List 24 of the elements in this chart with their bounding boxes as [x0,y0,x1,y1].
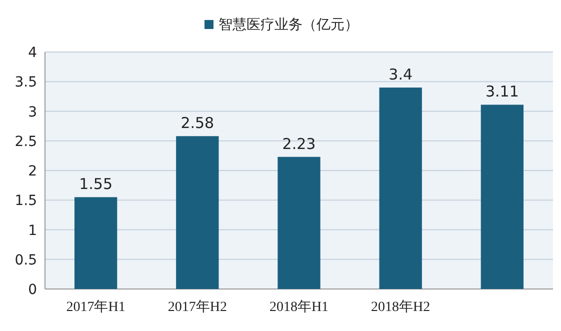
y-tick-label: 2 [28,164,37,180]
bar [74,197,118,289]
data-label: 2.58 [180,114,214,132]
y-tick-label: 1.5 [14,193,37,210]
bar [379,88,422,289]
bar [176,136,219,289]
bar [480,104,524,289]
x-tick-label: 2018年H1 [269,299,329,315]
x-tick-label: 2017年H2 [168,299,227,315]
y-tick-label: 2.5 [14,134,37,150]
bar [278,156,320,289]
y-tick-label: 0 [28,282,37,298]
data-label: 3.4 [388,66,413,84]
y-tick-label: 4 [28,45,38,61]
legend-label: 智慧医疗业务（亿元） [218,17,358,33]
x-tick-label: 2017年H1 [66,299,126,315]
y-tick-label: 3.5 [14,74,37,91]
data-label: 2.23 [282,134,316,153]
y-tick-label: 3 [28,104,37,120]
data-label: 1.55 [79,175,113,194]
x-tick-label: 2018年H2 [371,299,430,315]
y-tick-label: 0.5 [14,252,37,268]
y-tick-label: 1 [28,222,37,239]
data-label: 3.11 [485,82,519,101]
